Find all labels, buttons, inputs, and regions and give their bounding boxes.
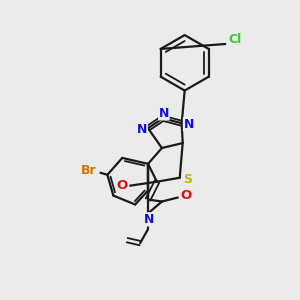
Text: O: O xyxy=(117,179,128,192)
Text: Br: Br xyxy=(81,164,96,177)
Text: N: N xyxy=(137,123,147,136)
Text: S: S xyxy=(183,173,192,186)
Text: Cl: Cl xyxy=(229,32,242,46)
Text: N: N xyxy=(159,107,169,120)
Text: O: O xyxy=(180,189,191,202)
Text: N: N xyxy=(144,213,154,226)
Text: N: N xyxy=(184,118,194,131)
